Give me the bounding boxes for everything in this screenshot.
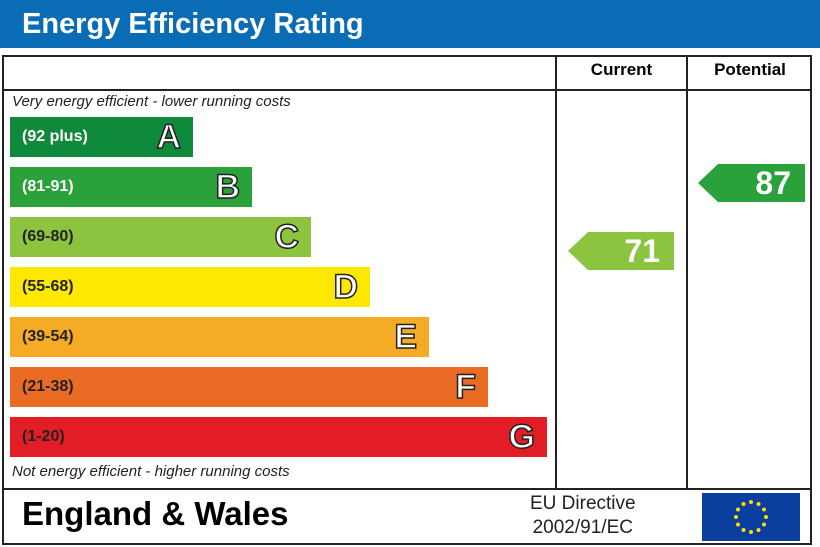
divider xyxy=(2,89,812,91)
band-range: (39-54) xyxy=(22,328,74,345)
star-icon xyxy=(761,522,766,527)
band-range: (69-80) xyxy=(22,228,74,245)
band-letter: E xyxy=(394,317,418,357)
star-icon xyxy=(749,500,753,504)
band-letter: F xyxy=(454,367,476,407)
bottom-note: Not energy efficient - higher running co… xyxy=(12,463,290,480)
chart-title: Energy Efficiency Rating xyxy=(0,0,820,48)
eu-directive: EU Directive 2002/91/EC xyxy=(530,492,636,540)
band-d: (55-68) D xyxy=(10,267,370,307)
band-a: (92 plus) A xyxy=(10,117,193,157)
region-label: England & Wales xyxy=(22,495,289,532)
band-e: (39-54) E xyxy=(10,317,429,357)
potential-column-header: Potential xyxy=(714,60,786,79)
band-c: (69-80) C xyxy=(10,217,311,257)
divider xyxy=(555,55,557,490)
divider xyxy=(686,55,688,490)
band-range: (92 plus) xyxy=(22,128,88,145)
band-f: (21-38) F xyxy=(10,367,488,407)
star-icon xyxy=(756,527,761,532)
star-icon xyxy=(749,530,753,534)
band-letter: D xyxy=(333,267,359,307)
rating-table xyxy=(2,55,812,545)
potential-rating-arrow: 87 xyxy=(698,164,805,202)
band-range: (1-20) xyxy=(22,428,65,445)
star-icon xyxy=(764,515,768,519)
star-icon xyxy=(741,502,746,507)
current-column-header: Current xyxy=(590,60,653,79)
band-letter: C xyxy=(274,217,300,257)
star-icon xyxy=(761,507,766,512)
band-range: (81-91) xyxy=(22,178,74,195)
band-range: (55-68) xyxy=(22,278,74,295)
star-icon xyxy=(736,522,741,527)
band-letter: A xyxy=(156,117,182,157)
divider xyxy=(2,488,812,490)
band-letter: G xyxy=(508,417,536,457)
star-icon xyxy=(734,515,738,519)
current-rating-arrow: 71 xyxy=(568,232,674,270)
star-icon xyxy=(736,507,741,512)
star-icon xyxy=(741,527,746,532)
directive-line2: 2002/91/EC xyxy=(532,517,633,538)
band-letter: B xyxy=(215,167,241,207)
directive-line1: EU Directive xyxy=(530,493,636,514)
band-b: (81-91) B xyxy=(10,167,252,207)
star-icon xyxy=(756,502,761,507)
band-range: (21-38) xyxy=(22,378,74,395)
band-g: (1-20) G xyxy=(10,417,547,457)
eu-flag-icon xyxy=(702,493,800,541)
top-note: Very energy efficient - lower running co… xyxy=(12,93,291,110)
